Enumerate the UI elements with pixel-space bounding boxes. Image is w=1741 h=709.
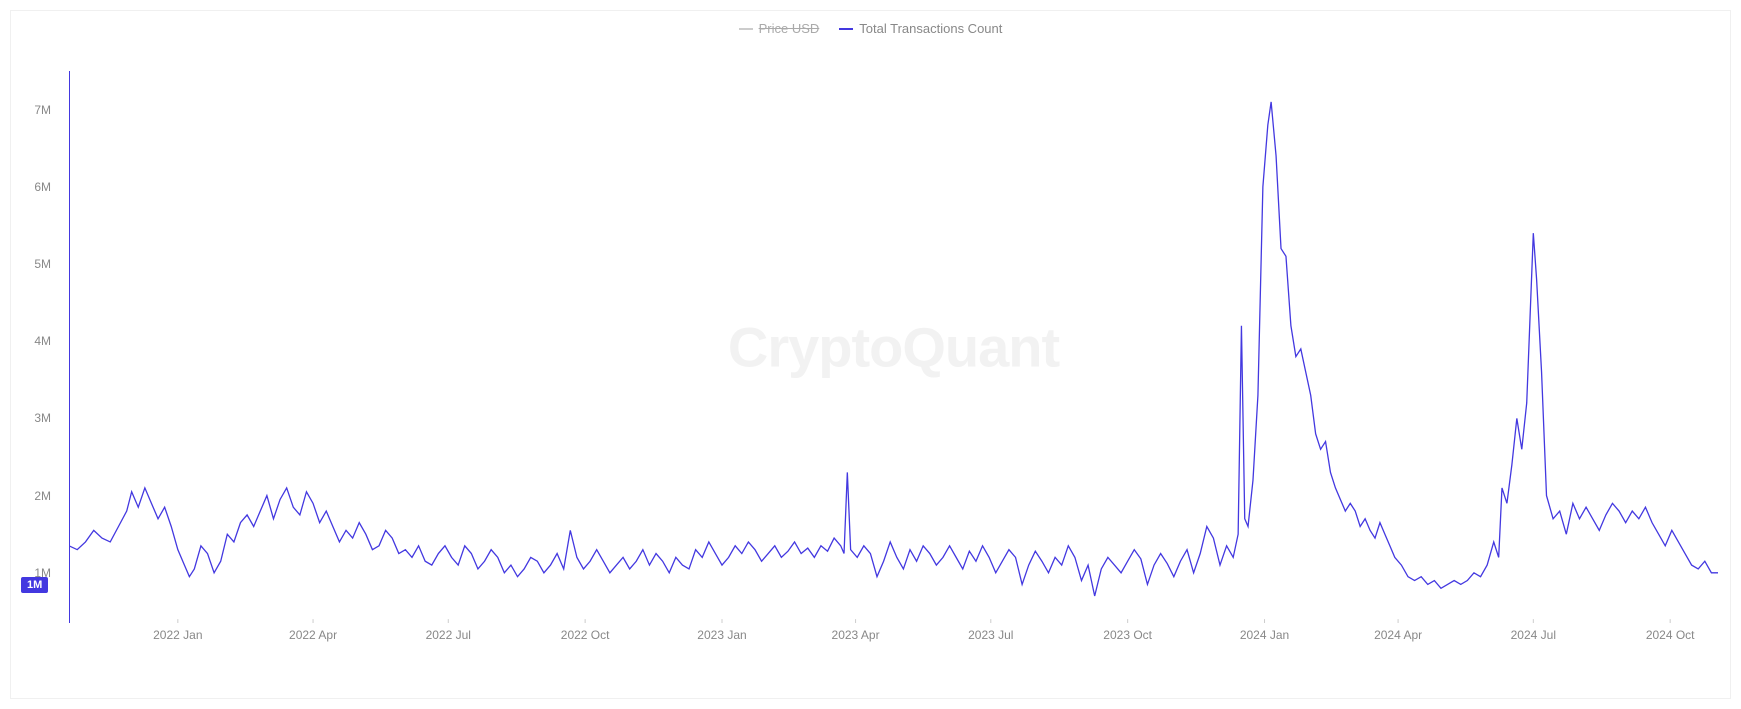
y-tick-label: 5M <box>34 257 51 271</box>
chart-container: Price USD Total Transactions Count 1M 2M 3… <box>10 10 1731 699</box>
x-tick-label: 2023 Jul <box>968 628 1013 642</box>
y-tick-label: 7M <box>34 103 51 117</box>
legend-item-txcount[interactable]: Total Transactions Count <box>839 21 1002 36</box>
y-tick-label: 2M <box>34 489 51 503</box>
legend-item-price[interactable]: Price USD <box>739 21 820 36</box>
legend-label-price: Price USD <box>759 21 820 36</box>
plot-area[interactable]: CryptoQuant <box>69 71 1718 623</box>
legend-label-txcount: Total Transactions Count <box>859 21 1002 36</box>
y-current-badge: 1M <box>21 577 48 593</box>
x-tick-label: 2024 Jan <box>1240 628 1289 642</box>
y-tick-label: 6M <box>34 180 51 194</box>
x-tick-label: 2022 Jul <box>426 628 471 642</box>
x-tick-label: 2022 Apr <box>289 628 337 642</box>
legend-swatch-active <box>839 28 853 30</box>
x-tick-label: 2022 Oct <box>561 628 610 642</box>
chart-legend: Price USD Total Transactions Count <box>11 11 1730 46</box>
legend-swatch-disabled <box>739 28 753 30</box>
x-tick-label: 2024 Apr <box>1374 628 1422 642</box>
watermark: CryptoQuant <box>728 315 1059 380</box>
y-tick-label: 4M <box>34 334 51 348</box>
x-tick-label: 2023 Apr <box>832 628 880 642</box>
y-tick-label: 3M <box>34 411 51 425</box>
x-tick-label: 2023 Jan <box>697 628 746 642</box>
x-tick-label: 2022 Jan <box>153 628 202 642</box>
x-tick-label: 2024 Oct <box>1646 628 1695 642</box>
x-tick-label: 2023 Oct <box>1103 628 1152 642</box>
x-axis: 2022 Jan 2022 Apr 2022 Jul 2022 Oct 2023 Jan… <box>69 628 1718 648</box>
x-tick-label: 2024 Jul <box>1511 628 1556 642</box>
y-axis: 1M 2M 3M 4M 5M 6M 7M <box>11 71 59 623</box>
